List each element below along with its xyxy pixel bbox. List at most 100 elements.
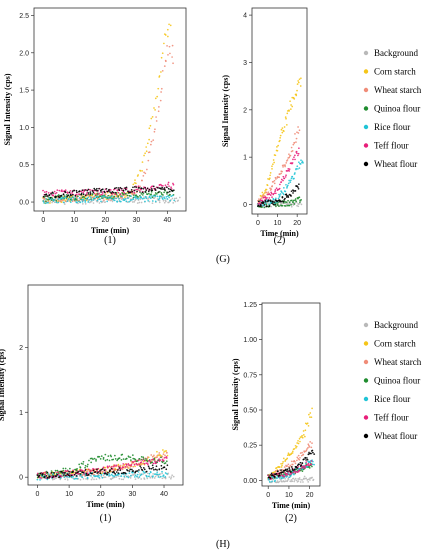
data-point [302, 453, 305, 456]
data-point [265, 191, 268, 194]
legend-label: Wheat flour [374, 159, 417, 169]
data-point [65, 470, 68, 473]
data-point [86, 472, 89, 474]
data-point [294, 444, 297, 447]
data-point [93, 478, 95, 481]
x-tick-label: 20 [293, 220, 301, 227]
data-point [267, 191, 270, 194]
data-point [139, 459, 141, 461]
data-point [120, 187, 123, 190]
legend-marker [363, 415, 369, 420]
data-point [128, 464, 131, 467]
data-point [57, 198, 60, 200]
data-point [125, 464, 128, 466]
data-point [137, 471, 140, 473]
series-wheat-flour [257, 183, 300, 208]
data-point [99, 195, 101, 198]
data-point [260, 205, 262, 207]
data-point [83, 470, 86, 472]
data-point [289, 108, 292, 110]
data-point [86, 470, 89, 472]
data-point [150, 193, 153, 196]
data-point [72, 193, 74, 196]
data-point [90, 200, 93, 203]
data-point [159, 459, 162, 461]
data-point [38, 472, 41, 475]
data-point [295, 447, 297, 449]
data-point [105, 198, 108, 200]
data-point [91, 190, 94, 192]
data-point [298, 167, 301, 169]
data-point [108, 188, 110, 191]
data-point [102, 466, 105, 469]
data-point [274, 479, 276, 482]
x-tick-label: 0 [266, 492, 270, 499]
data-point [88, 459, 90, 462]
data-point [140, 187, 143, 190]
data-point [282, 200, 285, 203]
data-point [273, 471, 275, 473]
data-point [142, 187, 145, 190]
data-point [81, 474, 84, 476]
data-point [164, 200, 167, 203]
data-point [289, 473, 291, 476]
data-point [278, 187, 281, 190]
data-point [104, 201, 106, 203]
data-point [300, 77, 302, 80]
data-point [286, 204, 289, 207]
data-point [110, 199, 113, 201]
data-point [161, 455, 164, 458]
data-point [42, 189, 44, 192]
data-point [68, 198, 70, 200]
data-point [79, 470, 81, 472]
data-point [294, 462, 297, 465]
data-point [294, 190, 297, 192]
data-point [58, 196, 61, 199]
data-point [142, 467, 145, 469]
data-point [268, 481, 271, 483]
data-point [117, 195, 120, 198]
data-point [302, 430, 305, 432]
data-point [101, 468, 104, 470]
data-point [79, 478, 82, 481]
data-point [269, 200, 272, 202]
data-point [278, 466, 281, 468]
data-point [104, 472, 107, 475]
data-point [88, 199, 91, 201]
data-point [138, 476, 141, 478]
data-point [173, 197, 176, 200]
data-point [52, 475, 55, 477]
data-point [293, 470, 296, 473]
data-point [122, 190, 125, 193]
data-point [119, 200, 122, 203]
data-point [120, 196, 122, 199]
legend-marker [363, 143, 369, 148]
data-point [63, 476, 66, 478]
data-point [139, 190, 141, 192]
data-point [140, 461, 143, 463]
data-point [272, 193, 275, 195]
data-point [78, 463, 81, 466]
data-point [120, 472, 123, 475]
data-point [276, 145, 278, 148]
series-wheat-starch [256, 126, 301, 205]
data-point [278, 193, 280, 196]
data-point [154, 128, 156, 131]
data-point [114, 457, 117, 460]
data-point [280, 462, 282, 465]
data-point [300, 159, 302, 162]
subplot-caption: (2) [274, 235, 286, 246]
data-point [137, 198, 140, 200]
data-point [269, 174, 271, 177]
data-point [98, 202, 101, 204]
legend-label: Wheat starch [374, 357, 422, 367]
data-point [45, 200, 47, 202]
data-point [286, 473, 289, 476]
data-point [84, 469, 87, 471]
data-point [46, 195, 49, 197]
data-point [107, 190, 110, 192]
data-point [81, 198, 83, 201]
data-point [154, 200, 157, 203]
data-point [150, 454, 153, 456]
legend-label: Background [374, 48, 418, 58]
